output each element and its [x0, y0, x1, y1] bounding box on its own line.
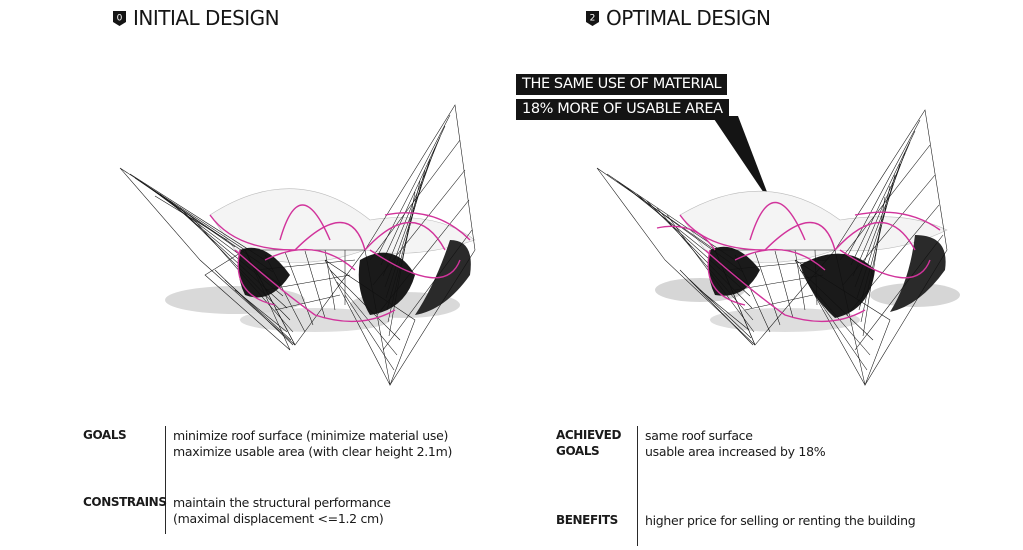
step-badge-icon: 2	[585, 10, 600, 27]
panel-title-text: INITIAL DESIGN	[133, 6, 280, 30]
achieved-label-line-2: GOALS	[556, 444, 600, 458]
callout-label: 18% MORE OF USABLE AREA	[516, 99, 729, 120]
achieved-line-2: usable area increased by 18%	[645, 444, 826, 459]
initial-roof-diagram	[119, 104, 476, 386]
step-badge-number: 0	[117, 13, 123, 23]
callout-line-area: 18% MORE OF USABLE AREA	[516, 99, 729, 120]
initial-design-title: 0 INITIAL DESIGN	[112, 6, 280, 30]
constrains-line-1: maintain the structural performance	[173, 495, 391, 510]
achieved-line-1: same roof surface	[645, 428, 753, 443]
goals-label: GOALS	[83, 428, 127, 442]
benefits-line-1: higher price for selling or renting the …	[645, 513, 916, 528]
optimal-roof-diagram	[596, 109, 960, 386]
step-badge-icon: 0	[112, 10, 127, 27]
callout-label: THE SAME USE OF MATERIAL	[516, 74, 728, 95]
goals-line-2: maximize usable area (with clear height …	[173, 444, 453, 459]
callout-line-material: THE SAME USE OF MATERIAL	[516, 74, 728, 95]
goals-line-1: minimize roof surface (minimize material…	[173, 428, 449, 443]
achieved-label-line-1: ACHIEVED	[556, 428, 622, 442]
right-divider	[637, 426, 638, 546]
left-divider	[165, 426, 166, 534]
panel-title-text: OPTIMAL DESIGN	[606, 6, 771, 30]
step-badge-number: 2	[590, 13, 596, 23]
benefits-label: BENEFITS	[556, 513, 618, 527]
optimal-design-title: 2 OPTIMAL DESIGN	[585, 6, 771, 30]
constrains-line-2: (maximal displacement <=1.2 cm)	[173, 511, 384, 526]
constrains-label: CONSTRAINS	[83, 495, 167, 509]
